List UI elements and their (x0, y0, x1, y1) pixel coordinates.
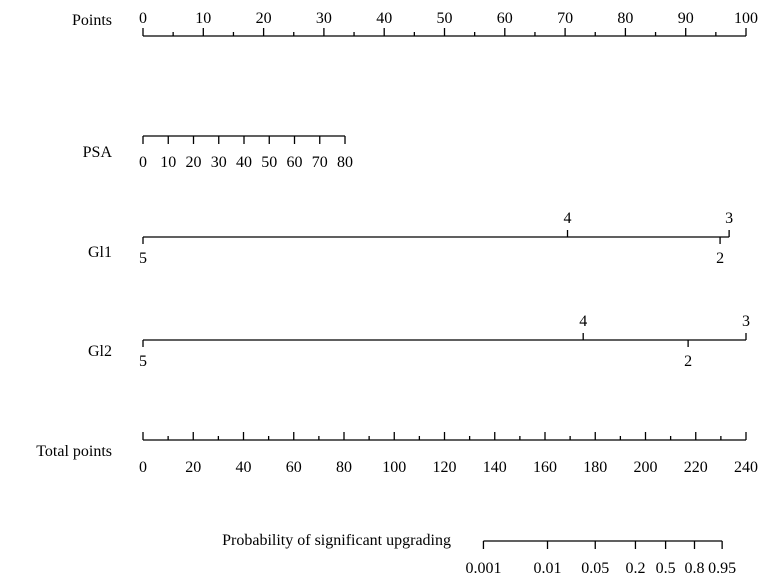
gl2-tick-label-5: 5 (139, 353, 147, 370)
gl1-tick-label-4: 4 (564, 210, 572, 227)
points-tick-label: 0 (139, 10, 147, 27)
gl1-tick-label-2: 2 (716, 250, 724, 267)
row-points: Points 0 10 20 30 40 50 60 70 80 90 100 (72, 10, 758, 37)
total-points-tick-label: 200 (634, 459, 658, 476)
total-points-tick-label: 0 (139, 459, 147, 476)
points-tick-label: 80 (617, 10, 633, 27)
points-tick-label: 50 (437, 10, 453, 27)
row-gl1: Gl1 5 4 2 3 (88, 210, 733, 267)
row-probability: Probability of significant upgrading 0.0… (222, 532, 736, 577)
psa-axis: 0 10 20 30 40 50 60 70 80 (139, 135, 353, 171)
total-points-tick-label: 40 (236, 459, 252, 476)
row-label-probability: Probability of significant upgrading (222, 532, 451, 549)
psa-tick-label: 50 (261, 154, 277, 171)
psa-tick-label: 30 (211, 154, 227, 171)
psa-tick-label: 40 (236, 154, 252, 171)
points-tick-label: 90 (678, 10, 694, 27)
gl2-tick-label-4: 4 (579, 313, 587, 330)
points-tick-label: 60 (497, 10, 513, 27)
gl2-tick-label-3: 3 (742, 313, 750, 330)
points-tick-label: 70 (557, 10, 573, 27)
row-label-gl1: Gl1 (88, 244, 112, 261)
psa-tick-label: 0 (139, 154, 147, 171)
total-points-tick-label: 240 (734, 459, 758, 476)
total-points-tick-label: 120 (433, 459, 457, 476)
row-label-points: Points (72, 12, 112, 29)
row-label-total-points: Total points (36, 443, 112, 460)
points-tick-label: 30 (316, 10, 332, 27)
psa-tick-label: 10 (160, 154, 176, 171)
total-points-tick-label: 160 (533, 459, 557, 476)
probability-tick-label: 0.5 (656, 560, 676, 577)
probability-tick-label: 0.8 (684, 560, 704, 577)
psa-tick-label: 20 (186, 154, 202, 171)
row-gl2: Gl2 5 4 2 3 (88, 313, 750, 370)
psa-tick-label: 80 (337, 154, 353, 171)
points-axis: 0 10 20 30 40 50 60 70 80 90 100 (139, 10, 758, 37)
total-points-tick-label: 20 (185, 459, 201, 476)
probability-axis: 0.001 0.01 0.05 0.2 0.5 0.8 0.95 (465, 540, 736, 577)
probability-tick-label: 0.05 (581, 560, 609, 577)
gl2-tick-label-2: 2 (684, 353, 692, 370)
probability-tick-label: 0.2 (625, 560, 645, 577)
points-tick-label: 100 (734, 10, 758, 27)
total-points-axis: 0 20 40 60 80 100 120 140 160 180 200 220 240 (139, 432, 758, 476)
row-total-points: Total points 0 20 40 60 80 100 120 140 160 180 200… (36, 432, 758, 476)
probability-tick-label: 0.01 (534, 560, 562, 577)
total-points-tick-label: 60 (286, 459, 302, 476)
total-points-tick-label: 100 (382, 459, 406, 476)
total-points-tick-label: 220 (684, 459, 708, 476)
points-tick-label: 10 (195, 10, 211, 27)
probability-tick-label: 0.001 (465, 560, 501, 577)
gl1-tick-label-5: 5 (139, 250, 147, 267)
probability-tick-label: 0.95 (708, 560, 736, 577)
gl1-axis: 5 4 2 3 (139, 210, 733, 267)
row-psa: PSA 0 10 20 30 40 50 60 70 80 (83, 135, 353, 171)
total-points-tick-label: 180 (583, 459, 607, 476)
psa-tick-label: 70 (312, 154, 328, 171)
gl2-axis: 5 4 2 3 (139, 313, 750, 370)
points-tick-label: 20 (256, 10, 272, 27)
row-label-gl2: Gl2 (88, 343, 112, 360)
points-tick-label: 40 (376, 10, 392, 27)
row-label-psa: PSA (83, 144, 113, 161)
psa-tick-label: 60 (287, 154, 303, 171)
total-points-tick-label: 140 (483, 459, 507, 476)
gl1-tick-label-3: 3 (725, 210, 733, 227)
total-points-tick-label: 80 (336, 459, 352, 476)
